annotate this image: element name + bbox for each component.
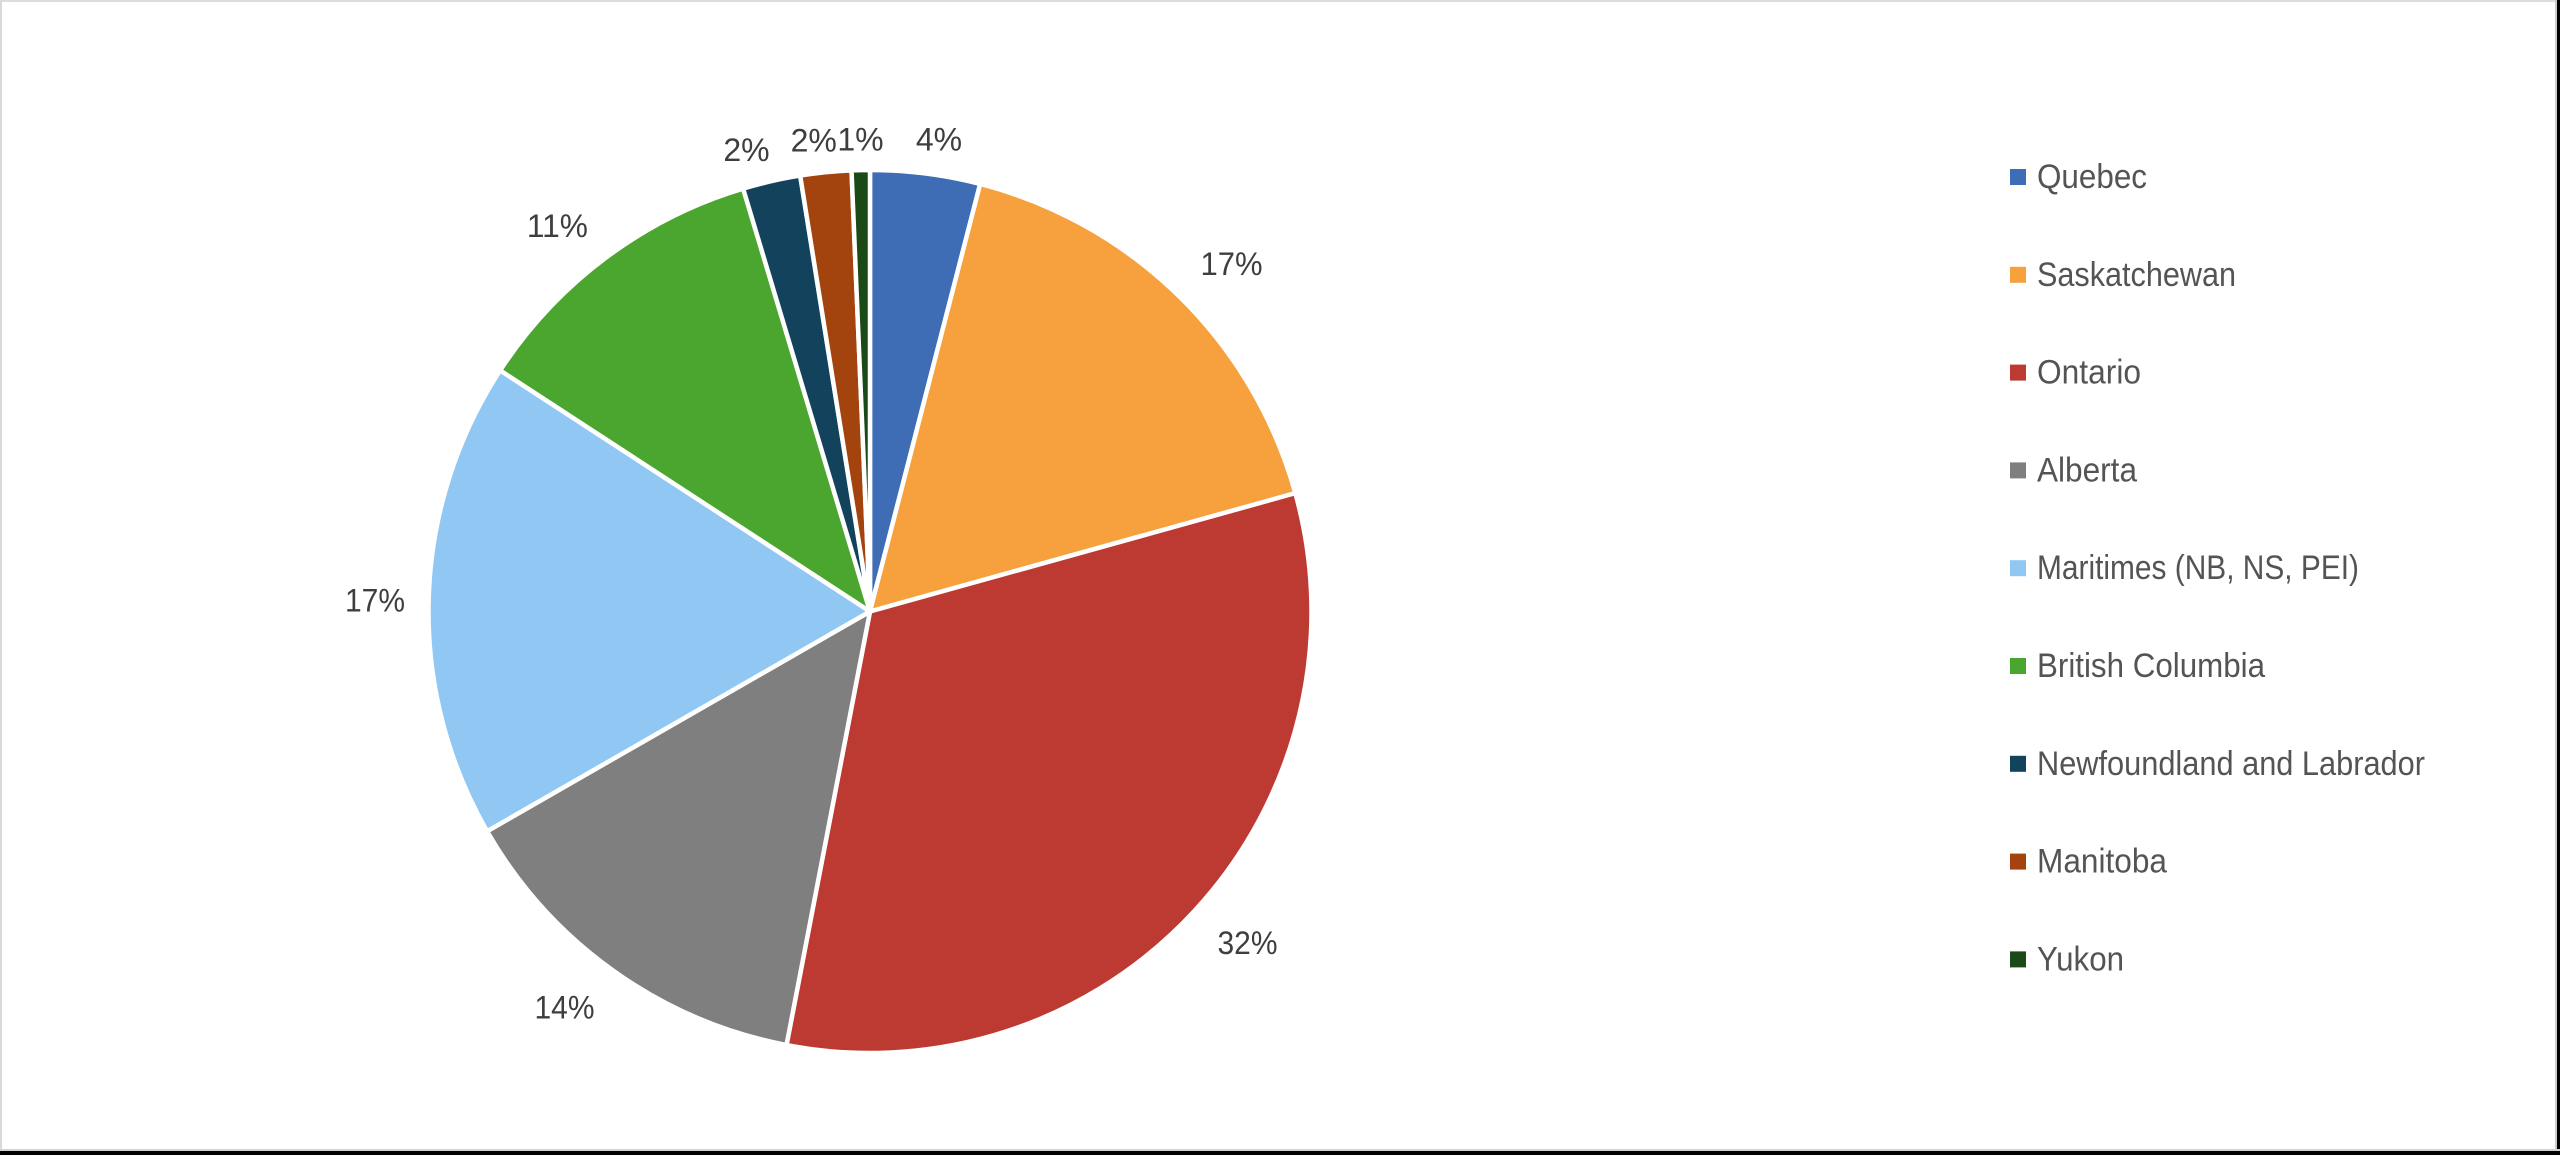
svg-text:British Columbia: British Columbia (2037, 647, 2265, 685)
svg-text:Alberta: Alberta (2037, 451, 2137, 489)
svg-text:Yukon: Yukon (2037, 940, 2124, 978)
svg-text:17%: 17% (1201, 246, 1263, 282)
svg-text:4%: 4% (916, 122, 962, 158)
svg-text:Ontario: Ontario (2037, 354, 2141, 392)
svg-text:17%: 17% (345, 583, 405, 619)
svg-text:1%: 1% (837, 122, 883, 158)
svg-text:2%: 2% (791, 122, 837, 158)
svg-text:Quebec: Quebec (2037, 158, 2147, 196)
svg-text:14%: 14% (535, 989, 595, 1025)
svg-text:11%: 11% (527, 208, 588, 244)
svg-text:Newfoundland and Labrador: Newfoundland and Labrador (2037, 745, 2425, 783)
svg-text:Maritimes (NB, NS, PEI): Maritimes (NB, NS, PEI) (2037, 549, 2359, 587)
svg-text:Manitoba: Manitoba (2037, 843, 2167, 881)
svg-text:32%: 32% (1218, 925, 1278, 961)
svg-text:2%: 2% (723, 132, 769, 168)
svg-text:Saskatchewan: Saskatchewan (2037, 256, 2236, 294)
